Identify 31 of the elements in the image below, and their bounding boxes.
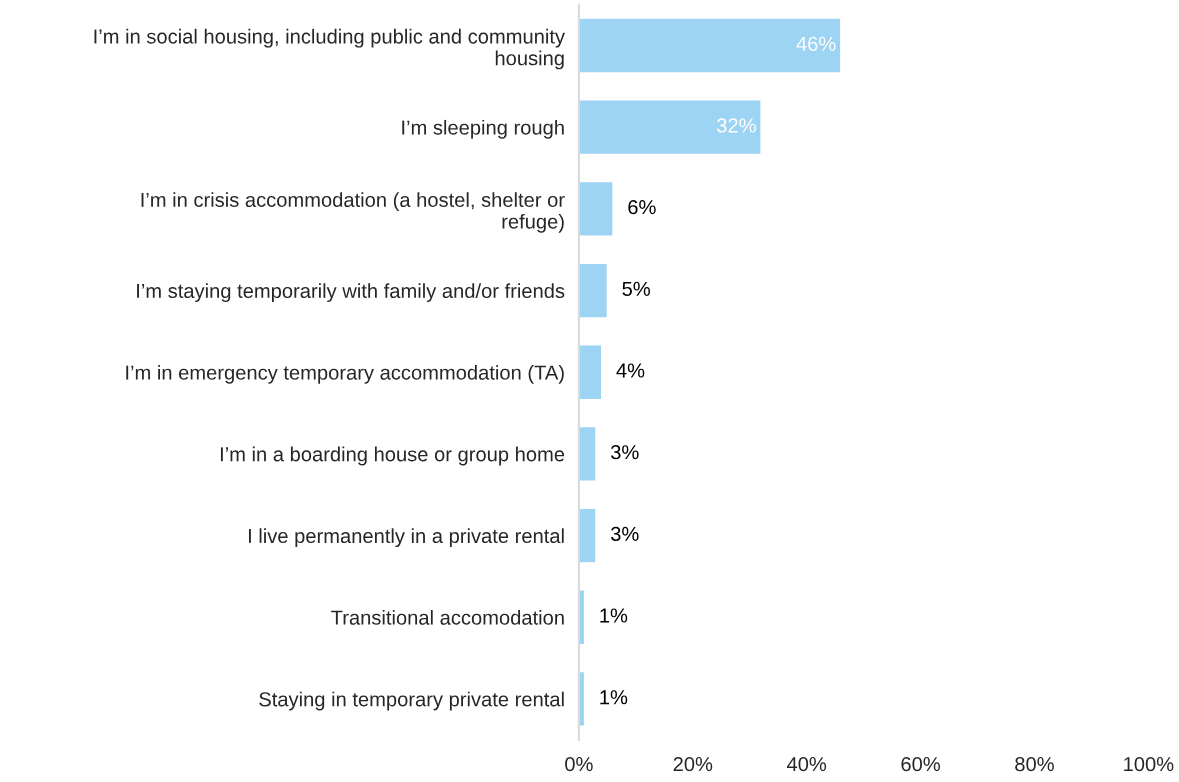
y-tick-label: I’m sleeping rough [402, 119, 564, 139]
x-tick-label: 40% [786, 756, 827, 772]
data-label: 3% [610, 526, 639, 541]
x-tick-label: 20% [673, 756, 713, 772]
y-tick-label: I’m staying temporarily with family and/or friends [137, 283, 565, 303]
data-label: 3% [610, 445, 639, 460]
data-label: 46% [796, 36, 836, 51]
bar [578, 507, 597, 564]
data-label: 4% [616, 363, 645, 378]
y-tick-label: I live permanently in a private rental [248, 528, 564, 548]
data-label: 32% [717, 118, 756, 133]
y-tick-label: I’m in social housing, including public and community housing [94, 28, 565, 70]
data-label: 1% [600, 608, 628, 623]
bar [578, 17, 842, 74]
y-tick-label: Staying in temporary private rental [259, 691, 564, 711]
data-label: 5% [622, 281, 650, 296]
x-tick-label: 80% [1015, 756, 1054, 772]
x-tick-label: 100% [1124, 756, 1174, 772]
data-label: 1% [600, 690, 628, 705]
bar [578, 99, 762, 156]
y-tick-label: I’m in a boarding house or group home [220, 446, 565, 466]
x-tick-label: 60% [901, 756, 940, 772]
data-label: 6% [628, 200, 656, 215]
bar [578, 262, 609, 319]
y-tick-label: Transitional accomodation [331, 609, 564, 625]
x-tick-label: 0% [565, 756, 593, 772]
bar [578, 344, 603, 401]
bar [578, 425, 597, 482]
y-tick-label: I’m in emergency temporary accommodation (TA) [126, 364, 564, 384]
y-tick-label: I’m in crisis accommodation (a hostel, shelter or refuge) [141, 192, 565, 233]
bar [578, 180, 614, 237]
